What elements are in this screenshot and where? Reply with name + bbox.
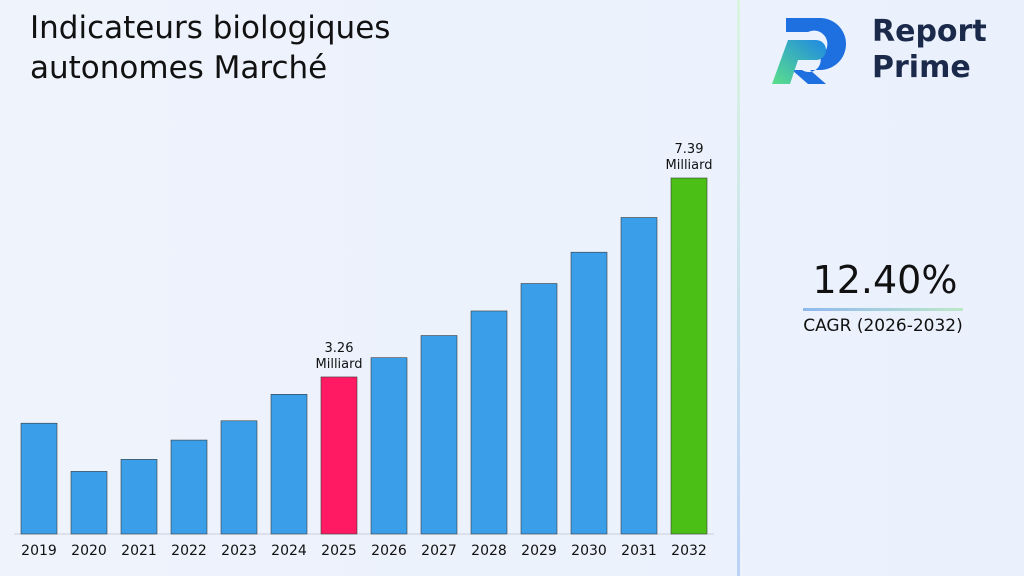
- bar: [120, 459, 158, 535]
- chart: 2019 2020 2021 2022 2023 2024 2025 2026 2027 2028…: [14, 177, 714, 559]
- bar: [370, 357, 408, 535]
- value-label: 7.39 Milliard: [665, 142, 713, 174]
- x-tick-label: 2032: [671, 543, 707, 559]
- x-tick-label: 2019: [21, 543, 57, 559]
- x-tick-label: 2027: [421, 543, 457, 559]
- x-tick-label: 2028: [471, 543, 507, 559]
- bar: [20, 422, 58, 535]
- bar: [520, 283, 558, 535]
- cagr-label: CAGR (2026-2032): [803, 316, 963, 336]
- chart-title: Indicateurs biologiques autonomes Marché: [30, 10, 391, 86]
- x-tick-label: 2024: [271, 543, 307, 559]
- x-tick-label: 2031: [621, 543, 657, 559]
- x-tick-label: 2030: [571, 543, 607, 559]
- brand-name: Report Prime: [872, 14, 987, 85]
- x-tick-label: 2026: [371, 543, 407, 559]
- bar: [220, 420, 258, 535]
- cagr-value: 12.40%: [812, 258, 958, 302]
- x-tick-label: 2025: [321, 543, 357, 559]
- cagr-underline: [803, 308, 963, 311]
- x-tick-label: 2020: [71, 543, 107, 559]
- x-tick-label: 2022: [171, 543, 207, 559]
- bar: [70, 471, 108, 535]
- bar: [320, 376, 358, 535]
- bar: [620, 217, 658, 535]
- bar: [420, 335, 458, 535]
- logo-icon: [772, 18, 846, 84]
- x-tick-label: 2029: [521, 543, 557, 559]
- bar: [170, 439, 208, 535]
- divider: [737, 0, 740, 576]
- bar: [470, 310, 508, 535]
- x-tick-label: 2023: [221, 543, 257, 559]
- bar: [570, 251, 608, 535]
- value-label: 3.26 Milliard: [315, 340, 363, 372]
- bar: [670, 177, 708, 535]
- x-tick-label: 2021: [121, 543, 157, 559]
- bar: [270, 394, 308, 535]
